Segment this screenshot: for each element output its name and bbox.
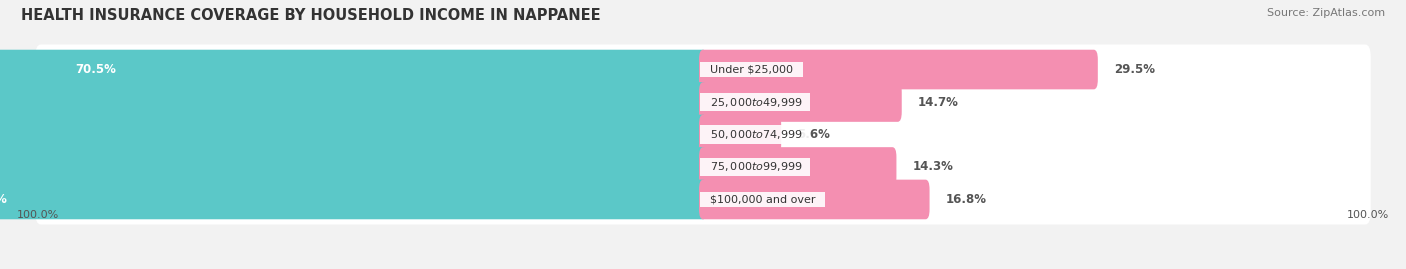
FancyBboxPatch shape [0,115,707,154]
Text: Source: ZipAtlas.com: Source: ZipAtlas.com [1267,8,1385,18]
FancyBboxPatch shape [35,175,1371,224]
Text: 14.3%: 14.3% [912,161,953,174]
FancyBboxPatch shape [699,180,929,219]
Text: 70.5%: 70.5% [76,63,117,76]
Text: $100,000 and over: $100,000 and over [703,194,823,204]
FancyBboxPatch shape [0,180,707,219]
Text: 83.2%: 83.2% [0,193,7,206]
Text: 5.6%: 5.6% [797,128,830,141]
Text: $25,000 to $49,999: $25,000 to $49,999 [703,95,807,108]
Text: Under $25,000: Under $25,000 [703,65,800,75]
Text: HEALTH INSURANCE COVERAGE BY HOUSEHOLD INCOME IN NAPPANEE: HEALTH INSURANCE COVERAGE BY HOUSEHOLD I… [21,8,600,23]
Text: 16.8%: 16.8% [945,193,987,206]
FancyBboxPatch shape [699,115,782,154]
Text: 100.0%: 100.0% [1347,210,1389,220]
FancyBboxPatch shape [0,147,707,187]
Text: $75,000 to $99,999: $75,000 to $99,999 [703,161,807,174]
FancyBboxPatch shape [35,45,1371,94]
Text: 14.7%: 14.7% [918,95,959,108]
FancyBboxPatch shape [0,50,707,89]
Text: 100.0%: 100.0% [17,210,59,220]
Text: $50,000 to $74,999: $50,000 to $74,999 [703,128,807,141]
FancyBboxPatch shape [35,142,1371,192]
FancyBboxPatch shape [699,147,897,187]
Text: 29.5%: 29.5% [1114,63,1154,76]
FancyBboxPatch shape [35,109,1371,160]
FancyBboxPatch shape [0,82,707,122]
FancyBboxPatch shape [699,50,1098,89]
FancyBboxPatch shape [35,77,1371,127]
FancyBboxPatch shape [699,82,901,122]
